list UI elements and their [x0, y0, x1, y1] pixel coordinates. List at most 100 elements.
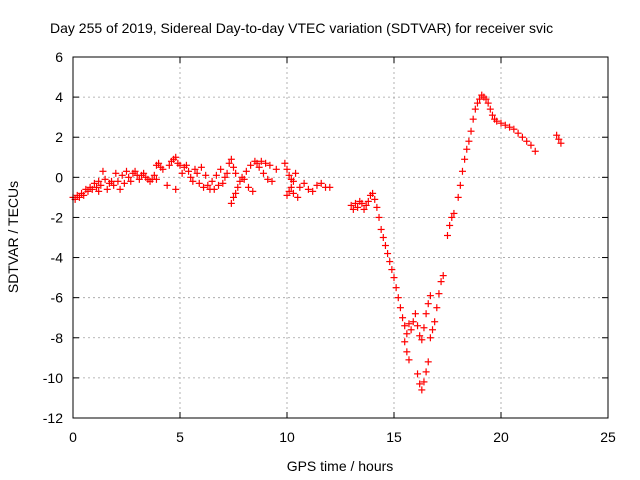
- data-point: [259, 169, 267, 177]
- data-point: [426, 292, 434, 300]
- data-point: [193, 169, 201, 177]
- y-tick-label: -2: [51, 209, 64, 225]
- data-point: [223, 169, 231, 177]
- data-point: [289, 189, 297, 197]
- data-point: [285, 187, 293, 195]
- data-point: [221, 173, 229, 181]
- y-tick-label: -6: [51, 290, 64, 306]
- data-point: [227, 155, 235, 163]
- data-point: [140, 169, 148, 177]
- data-point: [172, 153, 180, 161]
- y-tick-label: -12: [43, 410, 63, 426]
- data-point: [176, 161, 184, 169]
- data-point: [414, 322, 422, 330]
- y-tick-label: 4: [55, 89, 63, 105]
- chart-title: Day 255 of 2019, Sidereal Day-to-day VTE…: [50, 20, 553, 36]
- data-point: [257, 157, 265, 165]
- data-point: [313, 181, 321, 189]
- data-point: [125, 173, 133, 181]
- data-point: [131, 167, 139, 175]
- data-point: [381, 242, 389, 250]
- data-point: [431, 318, 439, 326]
- data-point: [200, 183, 208, 191]
- y-tick-label: 6: [55, 49, 63, 65]
- data-point: [349, 205, 357, 213]
- data-point: [108, 177, 116, 185]
- data-point: [300, 179, 308, 187]
- data-point: [135, 175, 143, 183]
- data-point: [373, 203, 381, 211]
- grid: [73, 57, 608, 418]
- x-tick-label: 20: [493, 429, 509, 445]
- data-point: [253, 159, 261, 167]
- data-point: [473, 99, 481, 107]
- data-point: [422, 368, 430, 376]
- data-point: [118, 171, 126, 179]
- data-point: [187, 173, 195, 181]
- data-point: [93, 183, 101, 191]
- data-point: [527, 141, 535, 149]
- data-point: [467, 127, 475, 135]
- data-point: [204, 181, 212, 189]
- data-point: [255, 163, 263, 171]
- data-point: [90, 179, 98, 187]
- x-tick-label: 25: [600, 429, 616, 445]
- data-point: [95, 187, 103, 195]
- data-point: [482, 95, 490, 103]
- data-point: [461, 155, 469, 163]
- data-point: [384, 250, 392, 258]
- data-point: [364, 197, 372, 205]
- data-point: [247, 161, 255, 169]
- data-point: [230, 193, 237, 201]
- data-point: [497, 119, 505, 127]
- data-point: [215, 181, 223, 189]
- data-point: [531, 147, 539, 155]
- data-point: [225, 159, 233, 167]
- data-point: [230, 163, 237, 171]
- data-point: [110, 181, 118, 189]
- data-point: [202, 171, 210, 179]
- data-point: [150, 171, 158, 179]
- data-point: [272, 165, 280, 173]
- x-axis-label: GPS time / hours: [287, 458, 394, 474]
- data-point: [75, 193, 83, 201]
- plot-area: [69, 91, 565, 394]
- data-point: [165, 161, 173, 169]
- data-point: [394, 294, 402, 302]
- data-point: [178, 169, 186, 177]
- data-point: [185, 167, 193, 175]
- data-point: [191, 165, 199, 173]
- data-point: [326, 183, 334, 191]
- data-point: [317, 179, 325, 187]
- data-point: [416, 380, 424, 388]
- data-point: [465, 137, 473, 145]
- data-point: [120, 179, 128, 187]
- data-point: [371, 195, 379, 203]
- data-point: [116, 185, 124, 193]
- data-point: [448, 213, 456, 221]
- data-point: [458, 167, 466, 175]
- data-point: [227, 199, 235, 207]
- data-point: [285, 171, 293, 179]
- data-point: [401, 338, 409, 346]
- data-point: [377, 225, 385, 233]
- data-point: [476, 95, 484, 103]
- data-point: [396, 304, 404, 312]
- data-point: [456, 181, 464, 189]
- data-point: [405, 356, 413, 364]
- y-tick-label: -4: [51, 250, 64, 266]
- data-point: [294, 193, 302, 201]
- data-point: [469, 115, 477, 123]
- data-point: [189, 177, 197, 185]
- data-point: [424, 358, 432, 366]
- data-point: [242, 167, 250, 175]
- x-tick-label: 5: [176, 429, 184, 445]
- data-point: [283, 191, 291, 199]
- data-point: [426, 334, 434, 342]
- data-point: [292, 169, 300, 177]
- data-point: [392, 284, 400, 292]
- data-point: [420, 324, 428, 332]
- data-point: [195, 179, 203, 187]
- data-point: [95, 177, 103, 185]
- data-point: [518, 133, 526, 141]
